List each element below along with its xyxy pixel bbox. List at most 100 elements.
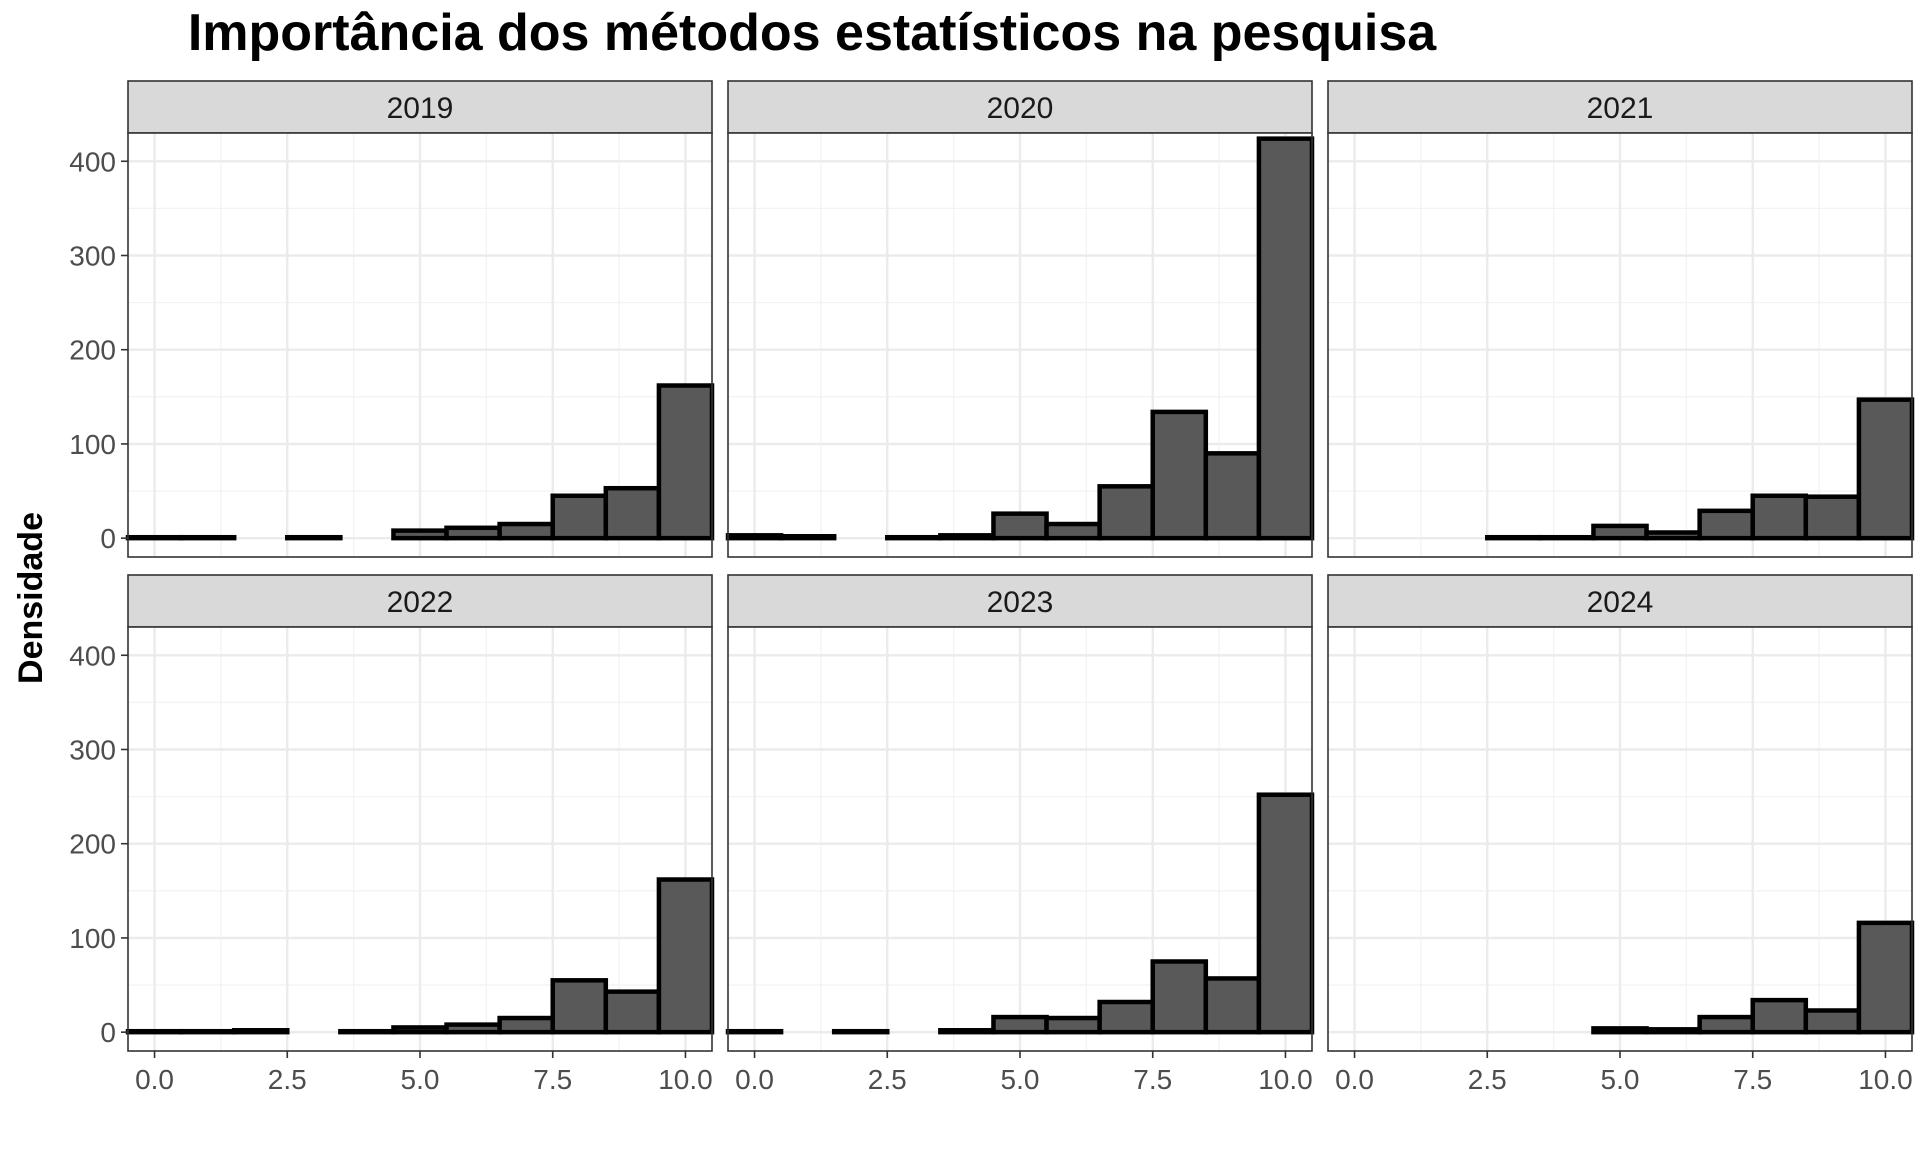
histogram-bar (778, 534, 837, 541)
histogram-bar (178, 1028, 237, 1035)
histogram-bar (391, 528, 449, 541)
y-axis-title: Densidade (12, 512, 50, 684)
histogram-bar (444, 1022, 502, 1035)
histogram-bar (1591, 523, 1649, 541)
x-tick-label: 2.5 (868, 1064, 907, 1095)
histogram-bar (550, 978, 609, 1035)
histogram-bar (1803, 1008, 1862, 1035)
histogram-bar (1856, 920, 1915, 1035)
histogram-bar (938, 533, 996, 541)
facet-label: 2019 (387, 92, 454, 125)
histogram-bar (497, 1015, 555, 1035)
x-tick-label: 7.5 (1133, 1064, 1172, 1095)
histogram-bar (725, 533, 784, 541)
y-tick-label: 400 (69, 146, 116, 177)
histogram-bar (1697, 508, 1755, 541)
x-tick-label: 0.0 (135, 1064, 174, 1095)
histogram-bar (1856, 397, 1915, 541)
facet-panel-2021: 2021 (1327, 80, 1915, 558)
histogram-bar (1044, 521, 1102, 541)
x-tick-label: 7.5 (533, 1064, 572, 1095)
histogram-bar (1203, 976, 1262, 1035)
facet-panel-2020: 2020 (725, 80, 1315, 558)
histogram-bar (1697, 1014, 1755, 1035)
histogram-bar (656, 877, 715, 1035)
histogram-bar (1538, 534, 1596, 541)
histogram-bar (725, 1028, 784, 1035)
facet-panel-2022: 2022 0 100 200 300 400 0.0 2.5 5.0 7.5 10.0 (69, 574, 715, 1095)
facet-strip (1327, 574, 1913, 628)
histogram-bar (1097, 484, 1155, 541)
panel-border (727, 132, 1313, 558)
facet-label: 2023 (987, 586, 1054, 619)
facet-strip (127, 80, 713, 134)
histogram-bar (1150, 959, 1209, 1035)
x-tick-label: 0.0 (1335, 1064, 1374, 1095)
y-tick-label: 300 (69, 734, 116, 765)
facet-label: 2020 (987, 92, 1054, 125)
y-tick-label: 400 (69, 640, 116, 671)
histogram-bar (1803, 494, 1862, 541)
histogram-bar (497, 521, 555, 541)
histogram-bar (1750, 493, 1809, 541)
histogram-bar (938, 1028, 996, 1035)
histogram-bar (1256, 792, 1315, 1035)
histogram-bar (338, 1028, 396, 1035)
facet-strip (127, 574, 713, 628)
facet-panel-2024: 2024 0.0 2.5 5.0 7.5 10.0 (1327, 574, 1915, 1095)
histogram-bar (603, 485, 662, 541)
histogram-bar (603, 989, 662, 1035)
y-tick-label: 0 (100, 1017, 116, 1048)
histogram-bar (1256, 136, 1315, 541)
chart-title: Importância dos métodos estatísticos na … (188, 4, 1437, 62)
histogram-bar (1591, 1026, 1649, 1035)
histogram-bar (1644, 530, 1702, 541)
histogram-bar (885, 534, 943, 541)
y-tick-label: 200 (69, 335, 116, 366)
histogram-bar (125, 1028, 184, 1035)
y-tick-label: 100 (69, 923, 116, 954)
x-tick-label: 10.0 (658, 1064, 713, 1095)
histogram-bar (1644, 1027, 1702, 1035)
facet-panel-2023: 2023 0.0 2.5 5.0 7.5 10.0 (725, 574, 1315, 1095)
facet-label: 2021 (1587, 92, 1654, 125)
facet-label: 2022 (387, 586, 454, 619)
x-tick-label: 7.5 (1733, 1064, 1772, 1095)
x-tick-label: 5.0 (1001, 1064, 1040, 1095)
histogram-bar (1750, 997, 1809, 1035)
histogram-bar (1044, 1015, 1102, 1035)
panel-border (1327, 132, 1913, 558)
facet-label: 2024 (1587, 586, 1654, 619)
histogram-bar (831, 1028, 890, 1035)
histogram-bar (656, 383, 715, 541)
histogram-bar (991, 511, 1049, 541)
facet-panel-2019: 2019 0 100 200 300 400 (69, 80, 715, 558)
panel-border (127, 132, 713, 558)
histogram-bar (285, 534, 343, 541)
x-tick-label: 0.0 (735, 1064, 774, 1095)
y-tick-label: 0 (100, 523, 116, 554)
x-tick-label: 5.0 (401, 1064, 440, 1095)
y-tick-label: 100 (69, 429, 116, 460)
histogram-bar (125, 534, 184, 541)
histogram-bar (444, 525, 502, 541)
histogram-bar (550, 493, 609, 541)
histogram-bar (1150, 409, 1209, 541)
x-tick-label: 10.0 (1258, 1064, 1313, 1095)
histogram-bar (178, 534, 237, 541)
facet-strip (727, 574, 1313, 628)
facet-strip (1327, 80, 1913, 134)
y-tick-label: 200 (69, 829, 116, 860)
histogram-bar (1097, 999, 1155, 1035)
histogram-bar (991, 1014, 1049, 1035)
x-tick-label: 2.5 (1468, 1064, 1507, 1095)
x-tick-label: 2.5 (268, 1064, 307, 1095)
histogram-bar (391, 1025, 449, 1035)
histogram-bar (1485, 534, 1543, 541)
histogram-bar (231, 1028, 290, 1035)
histogram-bar (1203, 451, 1262, 541)
facet-panels: 2019 0 100 200 300 400 2020 2021 2022 0 100 200 300 4… (69, 80, 1915, 1095)
x-tick-label: 10.0 (1858, 1064, 1913, 1095)
y-tick-label: 300 (69, 240, 116, 271)
